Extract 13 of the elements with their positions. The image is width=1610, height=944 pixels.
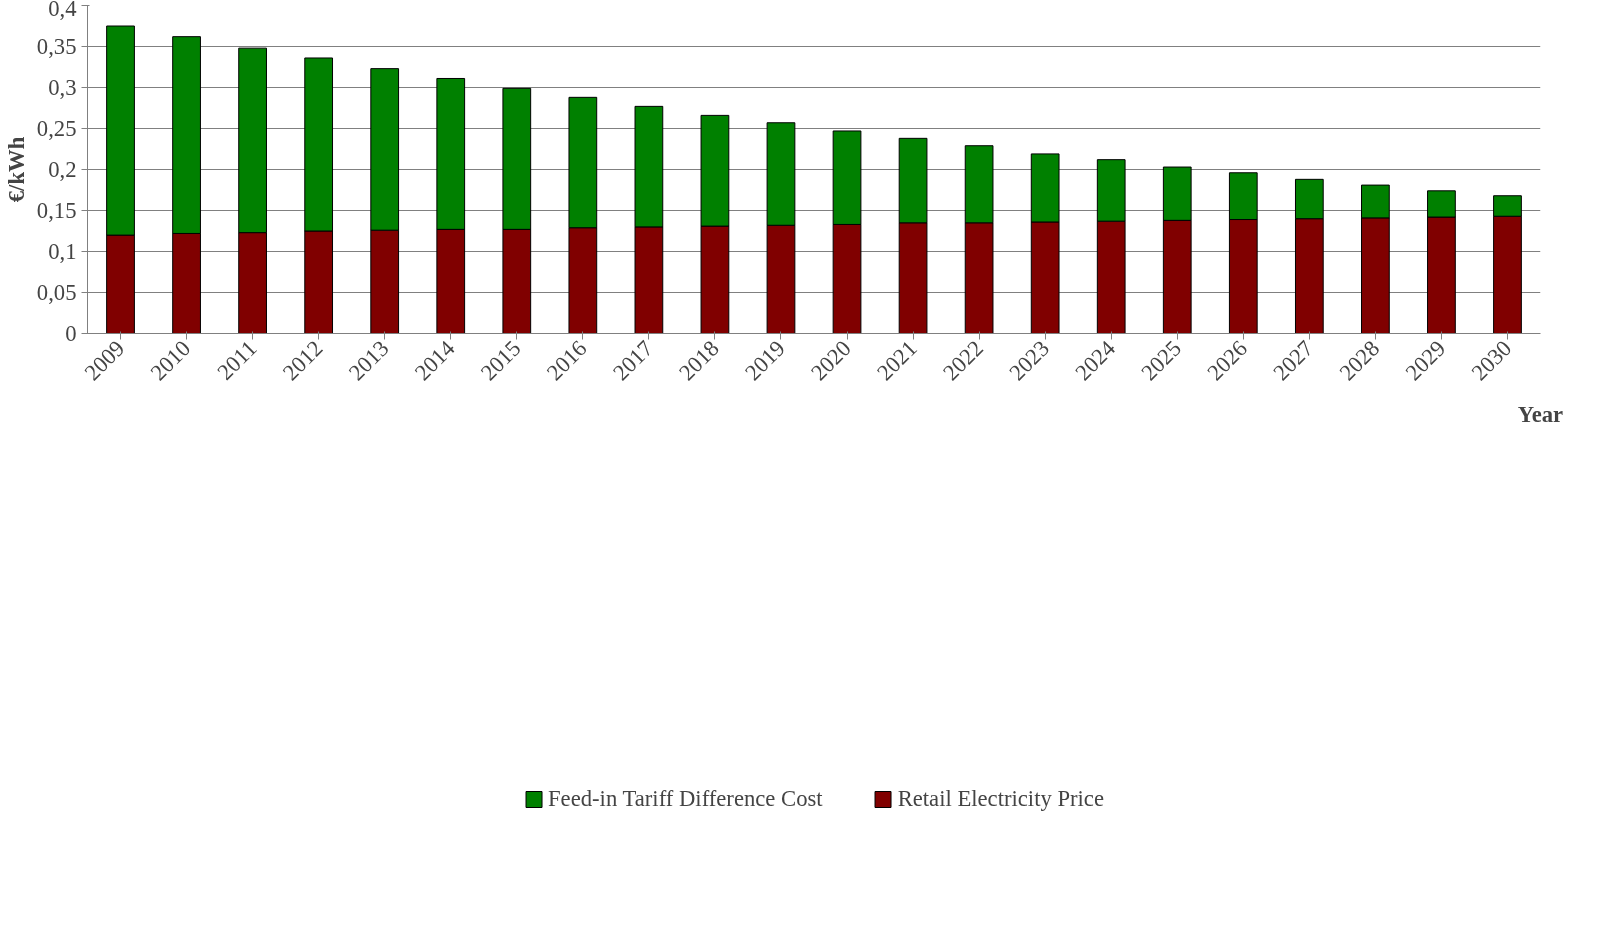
y-tick-label: 0 xyxy=(65,321,77,346)
legend-label: Feed-in Tariff Difference Cost xyxy=(548,785,823,812)
y-tick-label: 0,2 xyxy=(48,157,77,182)
y-tick-label: 0,35 xyxy=(36,34,77,59)
y-tick-label: 0,1 xyxy=(48,239,77,264)
y-tick-label: 0,25 xyxy=(36,116,77,141)
y-tick-label: 0,15 xyxy=(36,198,77,223)
y-tick-label: 0,05 xyxy=(36,280,77,305)
legend-label: Retail Electricity Price xyxy=(897,785,1104,812)
x-axis-title: Year xyxy=(1517,402,1564,428)
y-tick-label: 0,3 xyxy=(48,75,77,100)
y-axis-title: €/kWh xyxy=(3,136,29,203)
y-tick-label: 0,4 xyxy=(48,0,77,21)
